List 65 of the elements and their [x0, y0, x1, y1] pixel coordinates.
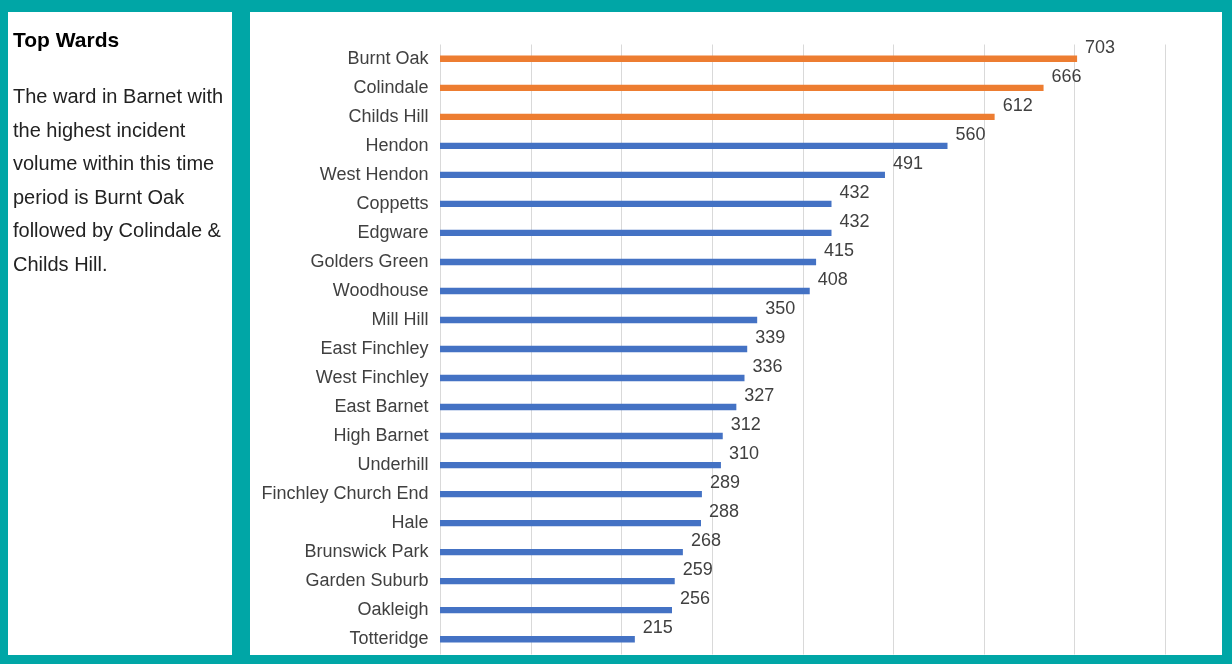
data-label: 432 [839, 210, 870, 231]
bar [440, 490, 702, 498]
y-tick-label: East Finchley [320, 338, 429, 358]
bar [440, 548, 683, 556]
data-label: 666 [1051, 65, 1082, 86]
y-tick-label: East Barnet [334, 396, 429, 417]
data-label: 350 [765, 297, 796, 318]
bar [440, 55, 1078, 62]
y-tick-label: Totteridge [349, 628, 429, 649]
y-tick-label: Hale [391, 512, 429, 533]
y-tick-label: Finchley Church End [261, 483, 429, 504]
data-label: 408 [817, 268, 848, 289]
bar [440, 229, 832, 237]
data-label: 268 [690, 530, 721, 551]
text: Top Wards [13, 28, 121, 52]
data-label: 491 [892, 152, 924, 173]
bar [440, 519, 701, 527]
y-tick-label: Childs Hill [348, 105, 429, 126]
data-label: 289 [709, 472, 740, 493]
bar [440, 577, 675, 585]
bar [440, 606, 672, 614]
data-label: 336 [752, 356, 783, 377]
y-tick-label: Coppetts [356, 192, 429, 213]
y-tick-label: Oakleigh [357, 599, 429, 620]
bar [440, 374, 745, 382]
bar [440, 142, 948, 150]
bar [440, 258, 817, 266]
y-tick-label: Woodhouse [332, 279, 429, 300]
y-tick-label: Hendon [365, 134, 429, 155]
y-tick-label: West Hendon [319, 163, 429, 184]
y-tick-label: Golders Green [310, 250, 429, 271]
data-label: 310 [728, 443, 759, 464]
text: The ward in Barnet with the highest incident volume within this time period is Burnt Oak followed by Colindale & Childs Hill. [13, 84, 225, 277]
data-label: 415 [824, 239, 855, 260]
data-label: 215 [642, 617, 673, 638]
y-tick-label: Garden Suburb [305, 570, 429, 591]
data-label: 259 [682, 559, 713, 580]
data-label: 612 [1002, 94, 1033, 115]
bar [440, 113, 995, 121]
y-tick-label: Burnt Oak [347, 47, 430, 68]
y-tick-label: High Barnet [333, 425, 429, 446]
y-tick-label: Edgware [357, 221, 429, 242]
bar [440, 636, 635, 643]
bar [440, 345, 748, 353]
bar [440, 403, 737, 411]
data-label: 560 [955, 123, 986, 144]
bar [440, 316, 758, 324]
data-label: 339 [755, 327, 786, 347]
bar [440, 200, 832, 208]
y-tick-label: Colindale [353, 76, 429, 97]
bar [440, 171, 885, 179]
bar [440, 461, 721, 469]
y-tick-label: West Finchley [315, 367, 429, 388]
data-label: 288 [709, 501, 740, 522]
bar [440, 84, 1044, 92]
data-label: 256 [680, 588, 711, 609]
bar [440, 432, 723, 440]
y-tick-label: Underhill [357, 454, 429, 475]
data-label: 703 [1085, 36, 1116, 57]
bar [440, 287, 810, 295]
y-tick-label: Brunswick Park [304, 541, 430, 562]
data-label: 432 [839, 181, 870, 202]
data-label: 327 [744, 385, 775, 406]
y-tick-label: Mill Hill [371, 308, 429, 329]
data-label: 312 [730, 414, 761, 435]
